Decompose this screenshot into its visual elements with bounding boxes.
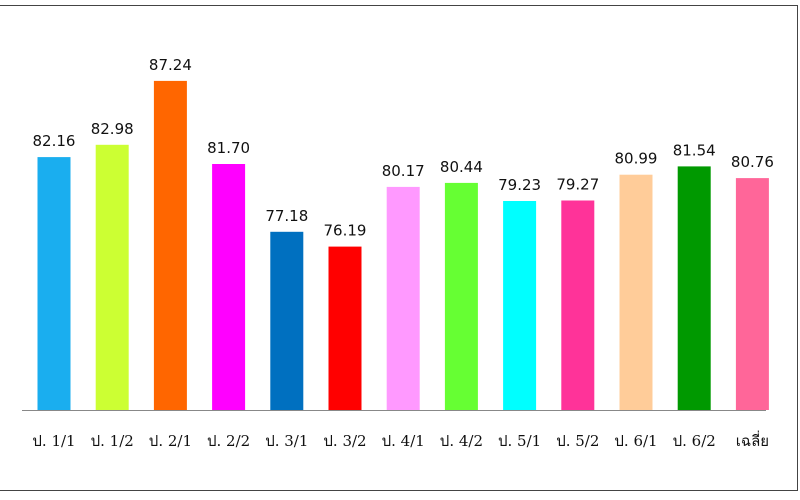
category-label: ป. 3/1 <box>265 432 308 450</box>
category-label: ป. 3/2 <box>323 432 366 450</box>
bar-value-label: 87.24 <box>149 56 192 74</box>
bar-value-label: 80.17 <box>382 162 425 180</box>
bar <box>386 186 420 410</box>
bar <box>561 200 595 410</box>
bar <box>328 246 362 410</box>
bar-value-label: 80.76 <box>731 153 774 171</box>
bar <box>444 182 478 410</box>
category-label: ป. 1/1 <box>32 432 75 450</box>
bar-value-label: 80.99 <box>615 150 658 168</box>
category-label: ป. 1/2 <box>91 432 134 450</box>
bar-value-label: 76.19 <box>324 222 367 240</box>
bar <box>677 166 711 410</box>
bar-value-label: 77.18 <box>265 207 308 225</box>
bar <box>212 164 246 410</box>
category-label: ป. 5/1 <box>498 432 541 450</box>
category-label: ป. 5/2 <box>556 432 599 450</box>
bar-value-label: 79.27 <box>556 176 599 194</box>
category-label: ป. 4/2 <box>440 432 483 450</box>
bar <box>95 144 129 411</box>
bar-value-label: 79.23 <box>498 176 541 194</box>
value-labels-group: 82.16 82.98 87.24 81.70 77.18 76.19 80.17 80.44… <box>33 56 774 240</box>
bars-group <box>37 80 769 411</box>
bar-value-label: 81.70 <box>207 139 250 157</box>
category-label: ป. 6/2 <box>673 432 716 450</box>
bar-value-label: 80.44 <box>440 158 483 176</box>
bar <box>37 157 71 410</box>
category-label: ป. 6/1 <box>614 432 657 450</box>
category-label: ป. 4/1 <box>382 432 425 450</box>
bar-value-label: 82.98 <box>91 120 134 138</box>
bar <box>735 178 769 410</box>
bar <box>270 231 304 410</box>
chart-frame <box>0 5 798 491</box>
category-labels-group: ป. 1/1 ป. 1/2 ป. 2/1 ป. 2/2 ป. 3/1 ป. 3/2 ป. 4… <box>32 430 769 450</box>
bar-value-label: 81.54 <box>673 141 716 159</box>
bar <box>153 80 187 411</box>
category-label: เฉลี่ย <box>736 430 769 450</box>
bar-value-label: 82.16 <box>33 132 76 150</box>
category-label: ป. 2/1 <box>149 432 192 450</box>
category-label: ป. 2/2 <box>207 432 250 450</box>
bar <box>619 174 653 410</box>
bar <box>503 201 537 410</box>
